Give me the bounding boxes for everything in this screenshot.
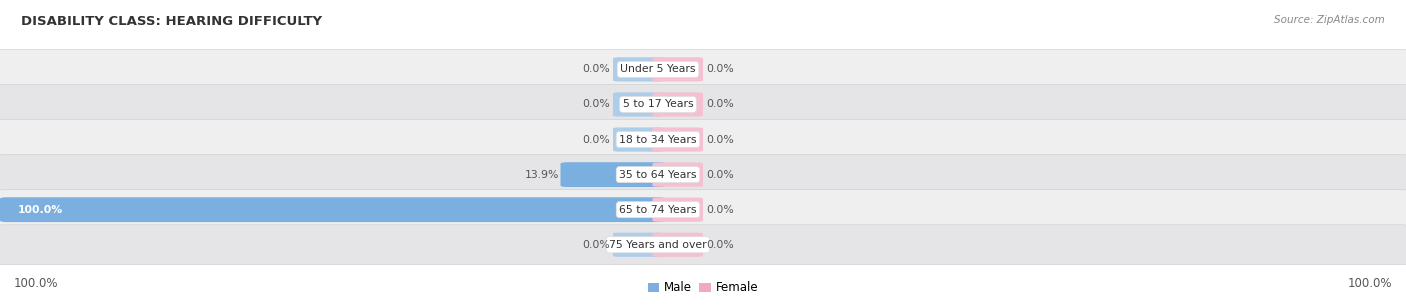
FancyBboxPatch shape [0, 84, 1406, 124]
FancyBboxPatch shape [652, 198, 703, 222]
Text: 65 to 74 Years: 65 to 74 Years [619, 205, 697, 215]
Text: 0.0%: 0.0% [706, 240, 734, 250]
FancyBboxPatch shape [652, 57, 703, 81]
Text: 18 to 34 Years: 18 to 34 Years [619, 135, 697, 145]
Text: 0.0%: 0.0% [582, 64, 610, 74]
Text: 100.0%: 100.0% [14, 277, 59, 290]
Text: Source: ZipAtlas.com: Source: ZipAtlas.com [1274, 15, 1385, 25]
Text: 0.0%: 0.0% [706, 99, 734, 109]
FancyBboxPatch shape [652, 92, 703, 117]
Text: Under 5 Years: Under 5 Years [620, 64, 696, 74]
Text: 100.0%: 100.0% [1347, 277, 1392, 290]
Text: 0.0%: 0.0% [706, 170, 734, 180]
Text: 35 to 64 Years: 35 to 64 Years [619, 170, 697, 180]
Text: 0.0%: 0.0% [706, 64, 734, 74]
FancyBboxPatch shape [613, 57, 664, 81]
Legend: Male, Female: Male, Female [643, 277, 763, 299]
Text: 13.9%: 13.9% [524, 170, 560, 180]
Text: 5 to 17 Years: 5 to 17 Years [623, 99, 693, 109]
FancyBboxPatch shape [0, 190, 1406, 230]
FancyBboxPatch shape [0, 197, 665, 222]
FancyBboxPatch shape [0, 225, 1406, 265]
FancyBboxPatch shape [652, 163, 703, 187]
FancyBboxPatch shape [0, 155, 1406, 195]
Text: DISABILITY CLASS: HEARING DIFFICULTY: DISABILITY CLASS: HEARING DIFFICULTY [21, 15, 322, 28]
FancyBboxPatch shape [613, 127, 664, 152]
Text: 0.0%: 0.0% [582, 99, 610, 109]
Text: 100.0%: 100.0% [18, 205, 63, 215]
Text: 0.0%: 0.0% [582, 135, 610, 145]
FancyBboxPatch shape [0, 120, 1406, 160]
Text: 0.0%: 0.0% [706, 205, 734, 215]
FancyBboxPatch shape [652, 127, 703, 152]
FancyBboxPatch shape [652, 233, 703, 257]
Text: 0.0%: 0.0% [706, 135, 734, 145]
Text: 75 Years and over: 75 Years and over [609, 240, 707, 250]
FancyBboxPatch shape [613, 233, 664, 257]
FancyBboxPatch shape [0, 49, 1406, 89]
FancyBboxPatch shape [561, 162, 665, 187]
Text: 0.0%: 0.0% [582, 240, 610, 250]
FancyBboxPatch shape [613, 92, 664, 117]
